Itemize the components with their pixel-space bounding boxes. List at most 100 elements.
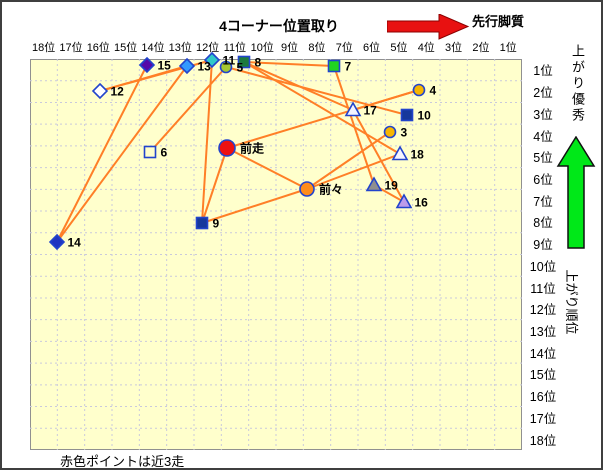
pace-arrow-shape [387, 14, 470, 40]
run-line [333, 65, 375, 186]
point-marker-13 [178, 57, 196, 75]
point-label-12: 12 [111, 85, 125, 99]
x-axis-tick: 18位 [32, 42, 56, 54]
run-line [201, 147, 228, 224]
x-axis-labels: 18位 17位 16位 15位 14位 13位 12位 11位 10位 9位 8位 7位 6位 5位 4位 3… [30, 39, 522, 56]
point-marker-18 [391, 145, 409, 161]
x-axis-tick: 13位 [168, 42, 192, 54]
run-line [149, 66, 227, 153]
point-label-前走: 前走 [240, 141, 264, 156]
point-marker-前走 [218, 139, 236, 157]
run-line [56, 65, 188, 243]
x-axis-tick: 14位 [141, 42, 165, 54]
pace-arrow-label: 先行脚質 [472, 14, 525, 29]
point-label-4: 4 [430, 84, 437, 98]
y-axis-tick: 10位 [529, 259, 557, 274]
x-axis-tick: 11位 [223, 42, 247, 54]
point-marker-19 [365, 176, 383, 192]
point-label-11: 11 [223, 54, 236, 68]
point-label-17: 17 [364, 104, 378, 118]
x-axis-tick: 4位 [417, 42, 435, 54]
run-line [243, 61, 401, 155]
point-label-8: 8 [255, 56, 262, 70]
point-label-18: 18 [411, 148, 425, 162]
y-axis-tick: 2位 [533, 86, 553, 101]
x-axis-tick: 1位 [499, 42, 517, 54]
point-label-10: 10 [418, 109, 432, 123]
x-axis-tick: 7位 [335, 42, 353, 54]
point-label-19: 19 [385, 179, 399, 193]
point-label-5: 5 [237, 61, 244, 75]
point-label-7: 7 [345, 60, 352, 74]
x-axis-tick: 12位 [196, 42, 220, 54]
point-label-13: 13 [198, 60, 212, 74]
footnote-text: 赤色ポイントは近3走 [60, 454, 185, 469]
agari-up-arrow-icon [556, 136, 596, 249]
agari-rank-axis-title: 上がり順位 [564, 269, 579, 335]
run-line [306, 153, 401, 190]
point-marker-12 [91, 82, 109, 100]
run-line [201, 188, 308, 224]
y-axis-tick: 18位 [529, 433, 557, 448]
y-axis-tick: 16位 [529, 390, 557, 405]
y-axis-tick: 11位 [530, 281, 556, 296]
y-axis-tick: 4位 [533, 129, 553, 144]
y-axis-tick: 12位 [529, 303, 557, 318]
point-marker-14 [48, 233, 66, 251]
point-marker-17 [344, 101, 362, 117]
y-axis-tick: 9位 [533, 238, 553, 253]
x-axis-tick: 9位 [281, 42, 299, 54]
x-axis-tick: 15位 [114, 42, 138, 54]
run-line [352, 109, 405, 203]
point-label-6: 6 [161, 146, 168, 160]
scatter-plot: 15 13 11 5 8 7 12 4 17 10 3 6 前走 18 19 前々 16 9 14 [30, 51, 522, 450]
point-marker-7 [327, 59, 341, 73]
point-label-16: 16 [415, 196, 429, 210]
point-marker-8 [237, 55, 251, 69]
point-label-15: 15 [158, 59, 172, 73]
y-axis-tick: 13位 [529, 324, 557, 339]
run-line [226, 147, 308, 190]
y-axis-labels: 1位 2位 3位 4位 5位 6位 7位 8位 9位 10位 11位 12位 13位 14位 15位 16位 1… [525, 59, 561, 450]
point-label-前々: 前々 [319, 182, 343, 197]
y-axis-tick: 6位 [533, 172, 553, 187]
run-line [225, 66, 408, 116]
x-axis-tick: 6位 [363, 42, 381, 54]
x-axis-tick: 16位 [86, 42, 110, 54]
y-axis-tick: 5位 [533, 151, 553, 166]
run-line [306, 131, 391, 190]
y-axis-tick: 15位 [529, 368, 557, 383]
y-axis-tick: 17位 [529, 411, 557, 426]
point-marker-15 [138, 56, 156, 74]
point-marker-16 [395, 193, 413, 209]
point-marker-9 [195, 216, 209, 230]
x-axis-tick: 5位 [390, 42, 408, 54]
x-axis-tick: 8位 [308, 42, 326, 54]
y-axis-tick: 1位 [533, 64, 553, 79]
point-marker-6 [143, 145, 157, 159]
run-line [201, 59, 213, 224]
x-axis-tick: 10位 [250, 42, 274, 54]
y-axis-tick: 7位 [533, 194, 553, 209]
run-line [243, 61, 354, 111]
point-marker-3 [383, 125, 397, 139]
point-marker-前々 [299, 181, 315, 197]
y-axis-tick: 14位 [529, 346, 557, 361]
agari-excellent-label: 上がり優秀 [570, 44, 585, 124]
point-marker-11 [203, 51, 221, 69]
point-label-14: 14 [68, 236, 82, 250]
point-label-9: 9 [213, 217, 220, 231]
y-axis-tick: 8位 [533, 216, 553, 231]
point-marker-5 [219, 60, 233, 74]
pace-arrow-icon [387, 14, 470, 40]
point-marker-10 [400, 108, 414, 122]
run-line [243, 61, 335, 67]
run-line [352, 89, 420, 111]
x-axis-tick: 17位 [59, 42, 83, 54]
point-marker-4 [412, 83, 426, 97]
y-axis-tick: 3位 [533, 107, 553, 122]
x-axis-tick: 2位 [472, 42, 490, 54]
chart-title: 4コーナー位置取り [219, 18, 339, 34]
point-label-3: 3 [401, 126, 408, 140]
